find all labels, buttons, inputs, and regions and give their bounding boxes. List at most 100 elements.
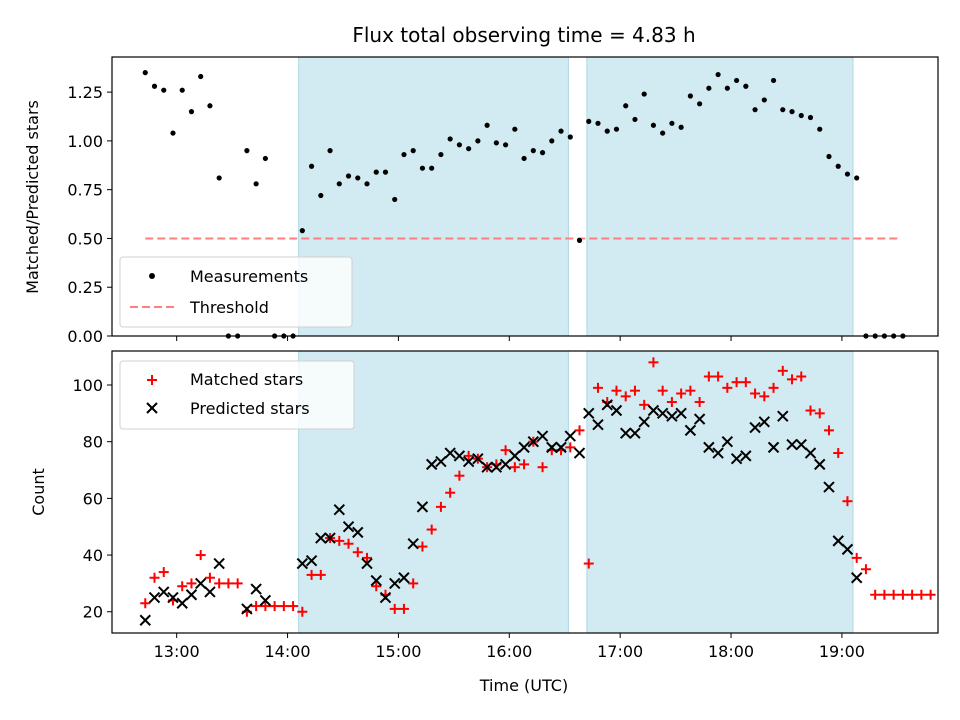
matched-star-point <box>713 371 724 382</box>
y-tick-label: 1.25 <box>67 83 103 102</box>
predicted-star-point <box>555 441 567 454</box>
measurement-point <box>207 103 213 109</box>
predicted-star-point <box>592 418 604 431</box>
measurement-points <box>142 70 906 339</box>
measurement-point <box>244 148 250 154</box>
predicted-star-point <box>472 452 484 465</box>
matched-star-point <box>500 445 511 456</box>
predicted-star-point <box>832 535 844 547</box>
matched-star-point <box>195 550 206 561</box>
predicted-star-point <box>324 532 336 544</box>
predicted-star-point <box>370 574 382 587</box>
measurement-point <box>262 155 268 162</box>
measurement-point <box>466 146 472 152</box>
predicted-star-point <box>148 591 161 604</box>
matched-star-point <box>398 603 409 614</box>
matched-star-point <box>833 448 844 459</box>
bottom-panel: 20 40 60 80 100 13:00 14:00 15:00 16:00 17:00 18:0… <box>29 350 939 695</box>
predicted-star-point <box>241 603 253 615</box>
measurement-point <box>364 181 370 187</box>
measurement-point <box>770 77 777 84</box>
matched-star-point <box>269 601 280 612</box>
matched-star-point <box>251 601 262 612</box>
matched-star-point <box>639 399 650 410</box>
predicted-star-point <box>629 427 641 439</box>
legend-matched-label: Matched stars <box>190 370 303 389</box>
measurement-point <box>382 169 389 175</box>
matched-star-point <box>611 385 622 396</box>
matched-star-point <box>435 501 446 512</box>
top-axes-frame <box>111 56 939 337</box>
top-legend: Measurements Threshold <box>119 256 353 328</box>
matched-star-point <box>278 601 289 612</box>
measurement-point <box>549 138 555 144</box>
matched-star-point <box>445 487 456 498</box>
predicted-star-point <box>194 577 207 590</box>
predicted-star-point <box>296 557 309 570</box>
predicted-star-point <box>721 435 734 448</box>
matched-star-point <box>140 598 151 609</box>
measurement-point <box>835 163 841 169</box>
predicted-star-point <box>684 424 697 437</box>
top-panel: 0.00 0.25 0.50 0.75 1.00 1.25 Matched/Predict… <box>23 56 939 346</box>
matched-star-point <box>888 589 899 600</box>
measurement-point <box>318 192 324 199</box>
legend-measurements-label: Measurements <box>190 267 308 286</box>
measurement-point <box>299 228 305 234</box>
chart-title: Flux total observing time = 4.83 h <box>352 23 695 47</box>
measurement-point <box>188 109 195 115</box>
measurement-point <box>724 85 730 91</box>
measurement-point <box>345 173 352 179</box>
predicted-star-point <box>435 455 447 468</box>
y-tick-label: 80 <box>83 433 103 452</box>
matched-star-point <box>371 581 382 592</box>
predicted-star-point <box>583 407 595 420</box>
predicted-star-point <box>656 407 669 420</box>
measurement-point <box>151 83 158 89</box>
matched-star-point <box>740 377 751 388</box>
predicted-star-point <box>342 521 355 533</box>
x-tick-label: 15:00 <box>375 642 421 661</box>
x-tick-label: 14:00 <box>264 642 310 661</box>
predicted-star-point <box>564 430 576 442</box>
measurement-point <box>807 114 814 121</box>
y-tick-label: 1.00 <box>67 132 103 151</box>
measurement-point <box>752 107 758 113</box>
shaded-interval-2 <box>586 351 853 633</box>
predicted-star-point <box>610 404 623 417</box>
matched-star-point <box>592 382 603 393</box>
legend-threshold-label: Threshold <box>189 298 269 317</box>
measurement-point <box>678 124 684 130</box>
predicted-star-point <box>675 407 687 420</box>
measurement-point <box>475 138 481 144</box>
bottom-axis-ticks: 20 40 60 80 100 13:00 14:00 15:00 16:00 17:00 18:0… <box>72 376 865 661</box>
predicted-star-point <box>536 430 549 442</box>
matched-star-point <box>916 589 927 600</box>
matched-star-point <box>334 535 345 546</box>
predicted-star-point <box>647 404 660 417</box>
predicted-star-point <box>352 526 364 539</box>
predicted-star-point <box>546 441 558 454</box>
predicted-star-point <box>527 435 540 448</box>
matched-star-point <box>362 552 373 563</box>
y-tick-label: 0.50 <box>67 229 103 248</box>
measurement-point <box>170 130 176 136</box>
measurement-point <box>669 120 675 126</box>
matched-star-point <box>537 462 548 473</box>
measurement-point <box>733 77 740 84</box>
predicted-star-point <box>139 614 151 626</box>
matched-star-point <box>685 385 696 396</box>
predicted-star-point <box>841 543 854 556</box>
measurement-point <box>604 128 610 134</box>
legend-matched-marker <box>147 375 157 385</box>
measurement-point <box>216 175 222 181</box>
measurement-point <box>373 169 379 175</box>
measurement-point <box>844 171 851 177</box>
measurement-point <box>355 175 361 181</box>
measurement-point <box>650 122 657 128</box>
predicted-star-point <box>823 481 835 493</box>
measurement-point <box>512 126 518 132</box>
count-points <box>139 357 936 626</box>
predicted-star-point <box>620 427 632 439</box>
predicted-star-point <box>795 438 807 451</box>
